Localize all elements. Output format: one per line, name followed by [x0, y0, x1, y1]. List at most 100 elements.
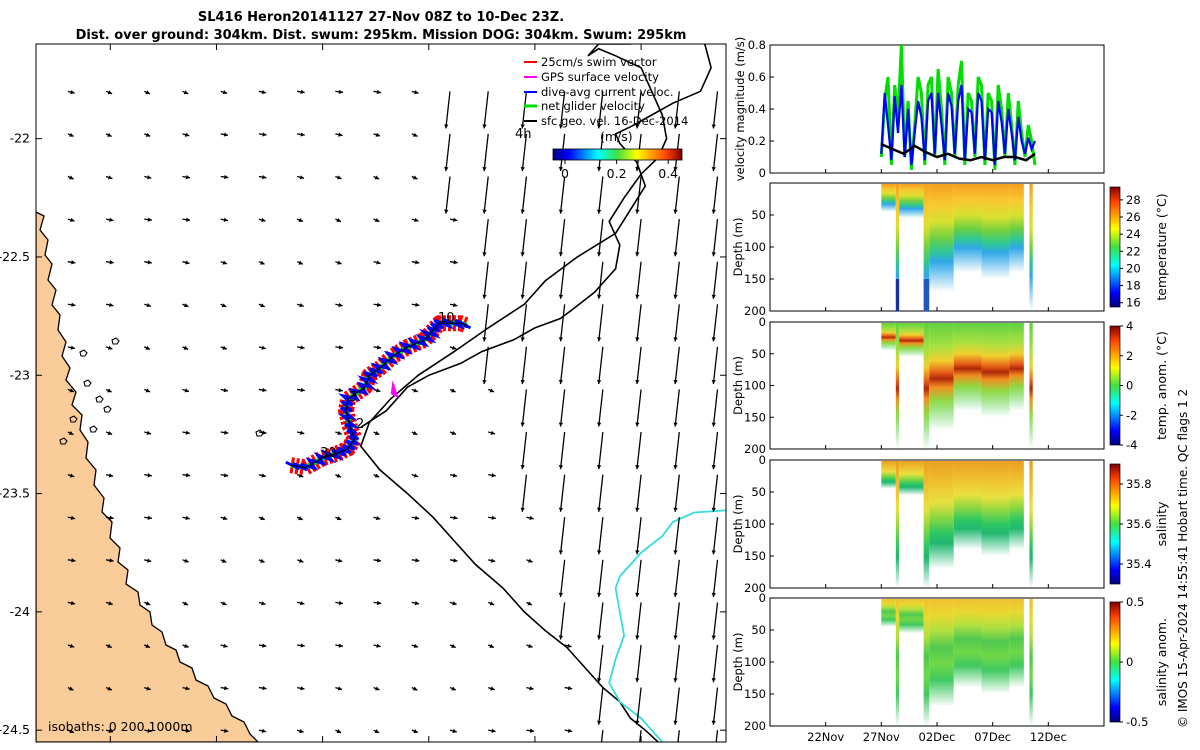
- velocity-arrow: [182, 643, 189, 648]
- velocity-arrow: [449, 515, 458, 520]
- velocity-arrow: [597, 644, 604, 683]
- velocity-arrow-shaft: [521, 176, 528, 214]
- velocity-arrow-head: [146, 686, 151, 691]
- velocity-arrow-head: [711, 294, 716, 299]
- depth-tick-label: 50: [751, 208, 766, 222]
- velocity-arrow-shaft: [674, 602, 680, 640]
- velocity-arrow: [715, 730, 719, 742]
- profile-column: [953, 184, 982, 273]
- velocity-arrow: [297, 387, 305, 393]
- velocity-arrow-head: [262, 643, 267, 648]
- velocity-arrow-head: [224, 686, 229, 691]
- velocity-arrow-head: [453, 558, 458, 563]
- map-y-tick-label: -23.5: [0, 486, 30, 501]
- velocity-arrow: [711, 517, 719, 555]
- velocity-arrow: [105, 175, 113, 180]
- velocity-arrow-head: [337, 430, 342, 435]
- velocity-arrow-head: [338, 132, 343, 137]
- velocity-arrow-head: [376, 260, 381, 265]
- velocity-arrow-head: [597, 465, 602, 470]
- velocity-arrow-head: [711, 720, 716, 725]
- colorbar-label: salinity: [1154, 501, 1169, 546]
- velocity-arrow-head: [107, 430, 113, 435]
- velocity-arrow-head: [711, 550, 716, 555]
- velocity-arrow-head: [338, 345, 343, 350]
- velocity-arrow: [520, 304, 528, 342]
- velocity-arrow-head: [300, 132, 305, 137]
- velocity-arrow-head: [69, 132, 74, 137]
- velocity-arrow: [335, 302, 343, 308]
- velocity-arrow-head: [147, 515, 152, 520]
- velocity-arrow-shaft: [636, 389, 642, 427]
- velocity-arrow-head: [374, 729, 380, 734]
- velocity-y-tick-label: 0.4: [748, 102, 766, 116]
- velocity-arrow-shaft: [712, 219, 719, 257]
- velocity-arrow-head: [597, 507, 602, 512]
- velocity-arrow-head: [635, 252, 640, 257]
- velocity-arrow-head: [147, 473, 152, 478]
- velocity-arrow-head: [635, 465, 640, 470]
- surface-velocity-arrows: [67, 89, 719, 742]
- velocity-arrow: [673, 91, 680, 129]
- velocity-arrow-head: [68, 686, 74, 691]
- velocity-arrow-head: [673, 720, 678, 725]
- velocity-arrow-head: [528, 558, 533, 563]
- velocity-arrow: [673, 431, 680, 470]
- velocity-arrow: [673, 474, 680, 512]
- velocity-arrow-shaft: [521, 346, 528, 385]
- velocity-arrow: [711, 431, 719, 470]
- depth-tick-label: 200: [744, 442, 766, 456]
- map-y-tick-label: -23: [10, 367, 30, 382]
- deep-cold-water: [923, 279, 930, 311]
- velocity-arrow-shaft: [521, 474, 528, 512]
- island: [111, 337, 120, 345]
- velocity-arrow: [597, 91, 604, 129]
- velocity-arrow-shaft: [674, 644, 680, 683]
- velocity-arrow: [335, 600, 344, 606]
- velocity-arrow: [296, 303, 304, 308]
- velocity-arrow-shaft: [712, 261, 719, 299]
- velocity-arrow: [297, 345, 305, 350]
- velocity-arrow-head: [336, 729, 342, 734]
- velocity-arrow-head: [376, 89, 381, 95]
- velocity-arrow-shaft: [636, 474, 642, 512]
- velocity-arrow: [67, 175, 74, 180]
- velocity-arrow: [67, 345, 76, 350]
- velocity-arrow-head: [338, 643, 343, 648]
- island: [255, 429, 264, 437]
- gps-velocity-arrow: [390, 379, 399, 398]
- velocity-arrow-head: [413, 643, 419, 648]
- legend-entry: dive-avg current veloc.: [541, 85, 674, 99]
- velocity-arrow: [144, 728, 152, 733]
- map-y-tick-label: -24: [10, 604, 30, 619]
- velocity-arrow-head: [109, 558, 114, 563]
- time-tick-label: 22Nov: [807, 730, 844, 744]
- velocity-arrow-head: [222, 601, 227, 606]
- velocity-arrow-head: [482, 337, 487, 342]
- velocity-arrow: [144, 515, 152, 520]
- velocity-arrow-shaft: [598, 261, 604, 299]
- depth-tick-label: 150: [744, 549, 766, 563]
- velocity-arrow: [220, 601, 227, 606]
- velocity-arrow-shaft: [521, 304, 528, 342]
- velocity-arrow-head: [558, 337, 564, 342]
- profile-column: [923, 323, 930, 449]
- velocity-arrow-head: [635, 592, 640, 597]
- velocity-arrow: [411, 388, 419, 393]
- velocity-arrow: [488, 515, 496, 520]
- velocity-arrow: [182, 473, 191, 478]
- velocity-arrow-head: [109, 217, 114, 222]
- velocity-arrow-shaft: [677, 730, 680, 742]
- track-centerline: [290, 322, 468, 469]
- coastline-land: [36, 211, 259, 742]
- velocity-arrow: [258, 132, 267, 137]
- velocity-arrow-shaft: [712, 346, 719, 385]
- velocity-arrow: [144, 217, 152, 222]
- velocity-arrow: [635, 644, 642, 683]
- velocity-arrow-head: [69, 388, 74, 393]
- velocity-arrow-shaft: [674, 517, 680, 555]
- colorbar-label: temp. anom. (°C): [1154, 331, 1169, 440]
- velocity-arrow: [597, 474, 604, 512]
- velocity-arrow-shaft: [559, 219, 566, 257]
- velocity-arrow-head: [673, 166, 678, 172]
